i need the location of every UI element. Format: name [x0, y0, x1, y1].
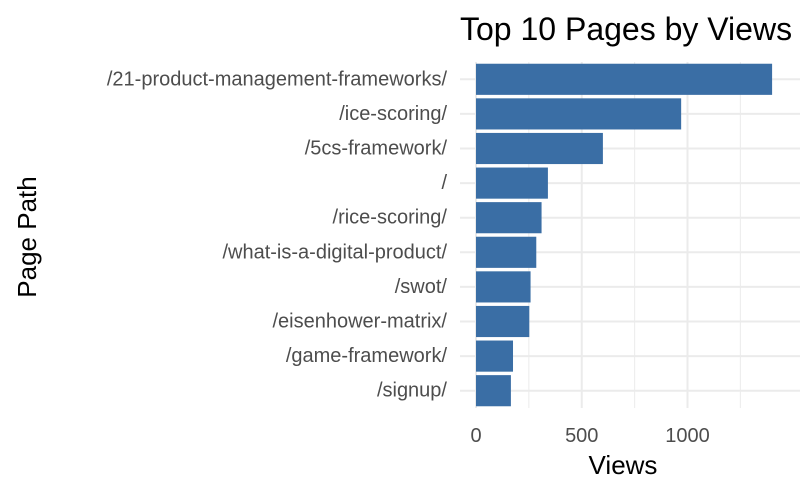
bar [476, 236, 537, 268]
y-tick-label: /ice-scoring/ [339, 103, 447, 125]
bar [476, 63, 773, 95]
chart-title: Top 10 Pages by Views [460, 11, 792, 47]
bar [476, 202, 542, 234]
bar [476, 167, 548, 199]
bar [476, 98, 682, 130]
y-tick-label: /game-framework/ [286, 345, 448, 367]
y-tick-label: /what-is-a-digital-product/ [222, 241, 447, 263]
x-axis-title: Views [589, 450, 658, 480]
y-tick-label: /signup/ [377, 380, 447, 402]
x-tick-label: 500 [565, 425, 598, 447]
bar [476, 340, 514, 372]
bar [476, 132, 603, 165]
y-tick-labels: /21-product-management-frameworks/ /ice-s… [107, 68, 448, 401]
x-tick-labels: 0 500 1000 [470, 425, 709, 447]
bar [476, 375, 511, 407]
y-tick-label: /swot/ [395, 276, 448, 298]
bar-layer [476, 63, 773, 407]
y-tick-label: /eisenhower-matrix/ [272, 311, 447, 333]
y-tick-label: /5cs-framework/ [305, 138, 448, 160]
y-axis-title: Page Path [12, 176, 42, 297]
bar [476, 271, 531, 303]
y-tick-label: /21-product-management-frameworks/ [107, 68, 448, 90]
y-tick-label: / [441, 172, 447, 194]
y-tick-label: /rice-scoring/ [333, 207, 448, 229]
x-tick-label: 1000 [665, 425, 710, 447]
x-tick-label: 0 [470, 425, 481, 447]
bar [476, 305, 530, 338]
